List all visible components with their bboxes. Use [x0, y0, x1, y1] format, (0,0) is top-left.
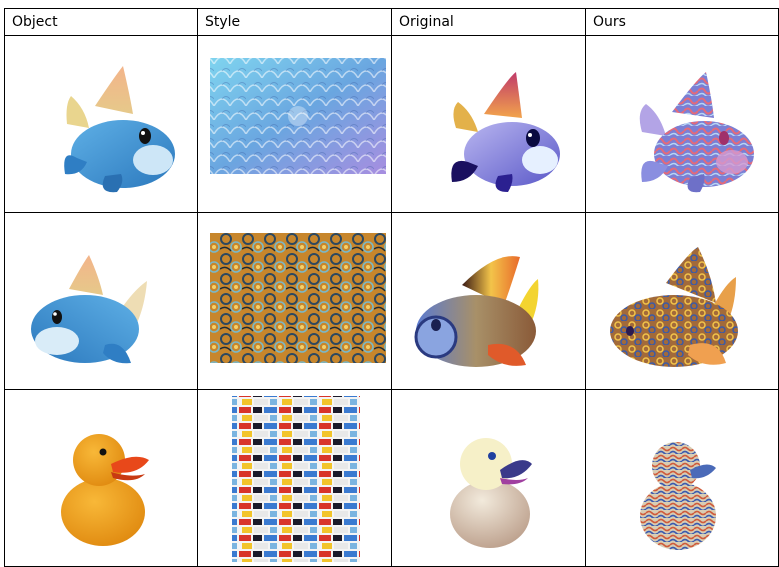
style-cell: [198, 390, 392, 567]
fish-icon: [5, 213, 197, 389]
bricks-texture: [198, 390, 391, 566]
scales-texture: [198, 36, 391, 212]
object-cell: [5, 213, 198, 390]
comparison-table: Object Style Original Ours: [4, 8, 779, 567]
stylized-fish-icon: [586, 213, 778, 389]
stylized-duck-icon: [392, 390, 585, 566]
stylized-fish-icon: [392, 213, 585, 389]
header-original: Original: [392, 9, 586, 36]
header-ours: Ours: [586, 9, 779, 36]
object-cell: [5, 390, 198, 567]
stylized-fish-icon: [392, 36, 585, 212]
ours-cell: [586, 213, 779, 390]
stylized-fish-icon: [586, 36, 778, 212]
stylized-duck-icon: [586, 390, 778, 566]
style-cell: [198, 36, 392, 213]
original-cell: [392, 390, 586, 567]
table-row: [5, 390, 779, 567]
table-row: [5, 213, 779, 390]
original-cell: [392, 36, 586, 213]
ours-cell: [586, 36, 779, 213]
table-row: [5, 36, 779, 213]
style-cell: [198, 213, 392, 390]
swirl-texture: [198, 213, 391, 389]
header-row: Object Style Original Ours: [5, 9, 779, 36]
fish-icon: [5, 36, 197, 212]
object-cell: [5, 36, 198, 213]
duck-icon: [5, 390, 197, 566]
header-style: Style: [198, 9, 392, 36]
ours-cell: [586, 390, 779, 567]
header-object: Object: [5, 9, 198, 36]
original-cell: [392, 213, 586, 390]
